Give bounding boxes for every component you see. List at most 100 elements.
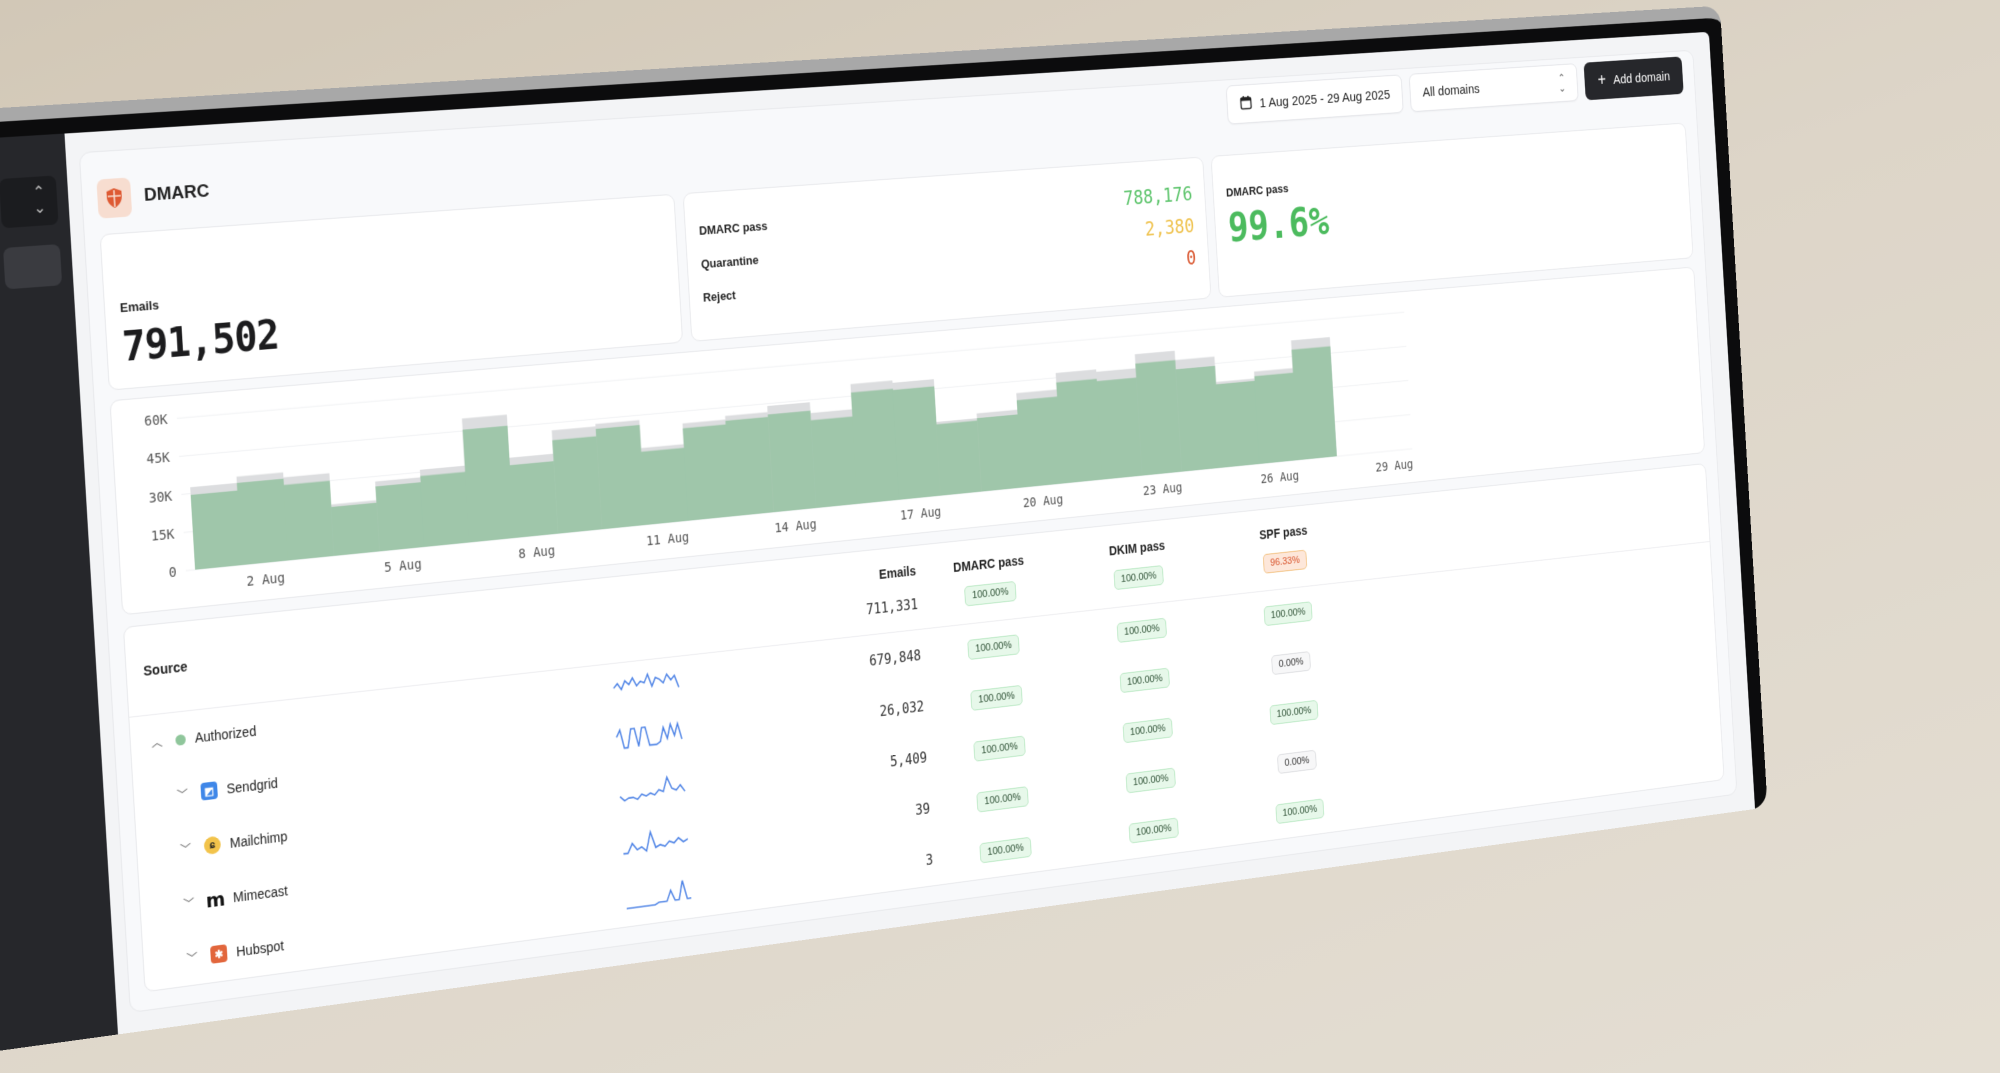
sparkline-line [616, 723, 682, 749]
total-emails: 711,331 [865, 595, 919, 618]
emails-chart: 0 15K 30K 45K 60K 2 Aug 5 Aug 8 Aug 11 Aug 14 Aug… [144, 274, 1704, 590]
mimecast-icon: m [205, 886, 226, 913]
sparkline-line [619, 775, 685, 801]
hubspot-icon: ✱ [210, 944, 228, 964]
plus-icon: + [1597, 70, 1607, 90]
chevron-up-icon[interactable]: ︿ [151, 735, 163, 751]
bar-dmarc-pass [1016, 396, 1063, 488]
bar-dmarc-pass [936, 420, 982, 496]
monitor: ⌃ ⌄ DMARC 1 Aug 2025 - 29 Aug 2025 All do… [0, 5, 1768, 1067]
bar-dmarc-pass [462, 425, 515, 543]
date-range-text: 1 Aug 2025 - 29 Aug 2025 [1259, 86, 1391, 111]
total-dmarc-badge: 100.00% [964, 580, 1017, 606]
x-tick-label: 17 Aug [900, 505, 942, 524]
sparkline-line [613, 670, 679, 694]
col-dmarc-pass[interactable]: DMARC pass [952, 552, 1025, 575]
x-tick-label: 5 Aug [384, 557, 422, 576]
chevron-down-icon: ⌄ [33, 199, 47, 218]
x-tick-label: 23 Aug [1143, 480, 1183, 498]
shield-icon [96, 177, 133, 219]
x-tick-label: 14 Aug [774, 517, 817, 536]
spf-badge: 0.00% [1271, 651, 1311, 676]
bar-dmarc-pass [767, 410, 817, 513]
source-emails: 5,409 [889, 749, 928, 771]
source-name: Mailchimp [229, 828, 288, 851]
spf-badge: 100.00% [1263, 601, 1313, 627]
y-tick-label: 45K [146, 450, 171, 468]
bar-dmarc-pass [850, 388, 900, 504]
main: DMARC 1 Aug 2025 - 29 Aug 2025 All domai… [64, 32, 1755, 1035]
bar-dmarc-pass [190, 490, 243, 570]
chevron-down-icon[interactable]: ﹀ [176, 787, 189, 803]
dkim-badge: 100.00% [1119, 667, 1171, 694]
bar-dmarc-pass [810, 416, 858, 509]
chevron-updown-icon: ⌃ ⌄ [1557, 71, 1567, 95]
sparkline-line [622, 827, 688, 854]
page-header: DMARC 1 Aug 2025 - 29 Aug 2025 All domai… [96, 56, 1685, 229]
bar-dmarc-pass [1135, 360, 1182, 476]
dmarc-badge: 100.00% [976, 786, 1029, 813]
stat-label: Quarantine [700, 252, 759, 271]
bar-dmarc-pass [595, 424, 646, 530]
bar-dmarc-pass [1175, 365, 1222, 472]
source-emails: 679,848 [868, 647, 922, 670]
y-tick-label: 0 [168, 565, 177, 582]
dmarc-panel: DMARC 1 Aug 2025 - 29 Aug 2025 All domai… [78, 49, 1738, 1014]
y-tick-label: 15K [151, 526, 176, 544]
dkim-badge: 100.00% [1125, 767, 1177, 794]
col-source[interactable]: Source [142, 658, 188, 679]
source-emails: 26,032 [879, 698, 925, 720]
x-tick-label: 8 Aug [518, 543, 555, 562]
bar-dmarc-pass [1215, 380, 1260, 468]
bar-dmarc-pass [236, 478, 289, 566]
x-tick-label: 26 Aug [1260, 469, 1299, 487]
bar-dmarc-pass [420, 471, 470, 547]
stat-value: 2,380 [1144, 215, 1195, 241]
dkim-badge: 100.00% [1128, 817, 1180, 844]
y-tick-label: 30K [148, 488, 173, 506]
col-emails[interactable]: Emails [878, 562, 917, 582]
sidebar-item-active[interactable] [3, 244, 63, 290]
dmarc-badge: 100.00% [967, 634, 1020, 661]
dkim-badge: 100.00% [1122, 717, 1174, 744]
workspace-switcher[interactable]: ⌃ ⌄ [0, 175, 59, 229]
stat-value: 0 [1185, 247, 1197, 270]
x-tick-label: 20 Aug [1023, 492, 1064, 511]
bar-dmarc-pass [330, 502, 380, 556]
chevron-down-icon[interactable]: ﹀ [182, 896, 195, 912]
source-name: Authorized [194, 723, 257, 746]
source-name: Hubspot [235, 937, 285, 960]
domain-select[interactable]: All domains ⌃ ⌄ [1408, 63, 1579, 113]
chevron-down-icon[interactable]: ﹀ [186, 950, 199, 966]
calendar-icon [1239, 94, 1252, 113]
add-domain-button[interactable]: + Add domain [1583, 56, 1684, 101]
dmarc-badge: 100.00% [979, 836, 1032, 864]
source-emails: 3 [925, 851, 934, 869]
spf-badge: 100.00% [1275, 798, 1325, 825]
bar-dmarc-pass [976, 414, 1023, 492]
bar-dmarc-pass [640, 447, 689, 526]
bar-dmarc-pass [283, 480, 335, 561]
x-tick-label: 2 Aug [246, 570, 285, 589]
green-dot-icon [175, 733, 186, 746]
sparkline [624, 862, 795, 917]
bar-dmarc-pass [725, 416, 774, 517]
stat-label: DMARC pass [698, 218, 768, 238]
col-spf-pass[interactable]: SPF pass [1258, 522, 1308, 542]
page-title: DMARC [143, 180, 210, 206]
source-name: Mimecast [232, 882, 289, 906]
domain-select-value: All domains [1422, 81, 1481, 100]
chevron-down-icon[interactable]: ﹀ [179, 841, 192, 857]
source-emails: 39 [914, 800, 931, 819]
stat-label: Reject [702, 287, 737, 305]
bar-dmarc-pass [682, 424, 732, 521]
date-range-picker[interactable]: 1 Aug 2025 - 29 Aug 2025 [1225, 74, 1404, 125]
y-tick-label: 60K [144, 412, 169, 430]
sparkline-line [625, 879, 691, 908]
add-domain-label: Add domain [1612, 68, 1671, 87]
dmarc-badge: 100.00% [973, 735, 1026, 762]
dkim-badge: 100.00% [1116, 617, 1168, 643]
spf-badge: 100.00% [1269, 699, 1319, 726]
col-dkim-pass[interactable]: DKIM pass [1108, 537, 1166, 558]
dmarc-badge: 100.00% [970, 684, 1023, 711]
